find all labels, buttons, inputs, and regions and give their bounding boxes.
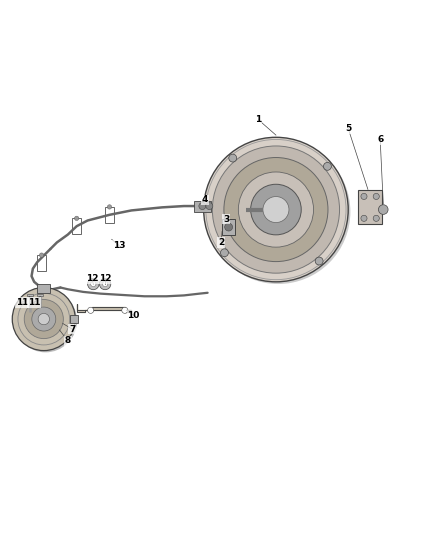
- Circle shape: [361, 193, 367, 199]
- Text: 10: 10: [127, 311, 140, 320]
- Circle shape: [324, 163, 332, 171]
- Circle shape: [88, 278, 99, 290]
- Circle shape: [91, 281, 96, 287]
- Text: 7: 7: [69, 325, 75, 334]
- FancyBboxPatch shape: [37, 294, 43, 296]
- FancyBboxPatch shape: [358, 190, 382, 224]
- Text: 3: 3: [223, 215, 229, 224]
- Text: 12: 12: [99, 274, 111, 283]
- Text: 13: 13: [113, 241, 125, 250]
- Circle shape: [199, 203, 206, 209]
- Circle shape: [378, 205, 388, 214]
- Circle shape: [24, 300, 64, 338]
- Circle shape: [238, 172, 314, 247]
- Circle shape: [220, 249, 228, 257]
- Text: 11: 11: [16, 298, 28, 307]
- Circle shape: [373, 215, 379, 221]
- Circle shape: [229, 154, 237, 162]
- Circle shape: [122, 307, 128, 313]
- Circle shape: [39, 253, 44, 257]
- Circle shape: [373, 193, 379, 199]
- Text: 1: 1: [255, 115, 261, 124]
- Circle shape: [206, 140, 350, 284]
- FancyBboxPatch shape: [37, 284, 50, 293]
- FancyBboxPatch shape: [194, 201, 211, 212]
- Text: 2: 2: [218, 238, 224, 247]
- FancyBboxPatch shape: [222, 219, 235, 235]
- Text: 12: 12: [86, 274, 98, 283]
- Circle shape: [99, 278, 111, 290]
- Circle shape: [12, 287, 75, 351]
- Circle shape: [204, 138, 348, 282]
- Circle shape: [88, 307, 94, 313]
- Circle shape: [315, 257, 323, 265]
- FancyBboxPatch shape: [27, 294, 33, 296]
- Circle shape: [38, 313, 49, 325]
- Circle shape: [32, 307, 56, 331]
- Text: 5: 5: [345, 124, 351, 133]
- Circle shape: [74, 216, 79, 221]
- Circle shape: [263, 197, 289, 223]
- Circle shape: [102, 281, 108, 287]
- Text: 6: 6: [377, 135, 383, 144]
- Circle shape: [107, 205, 112, 209]
- Text: 8: 8: [65, 336, 71, 345]
- Text: 4: 4: [202, 196, 208, 205]
- Circle shape: [212, 146, 339, 273]
- Circle shape: [206, 203, 213, 209]
- Polygon shape: [77, 304, 131, 312]
- Circle shape: [225, 223, 233, 231]
- Circle shape: [251, 184, 301, 235]
- Circle shape: [361, 215, 367, 221]
- Circle shape: [14, 289, 77, 352]
- Circle shape: [224, 158, 328, 262]
- FancyBboxPatch shape: [70, 314, 78, 324]
- Text: 11: 11: [28, 298, 40, 307]
